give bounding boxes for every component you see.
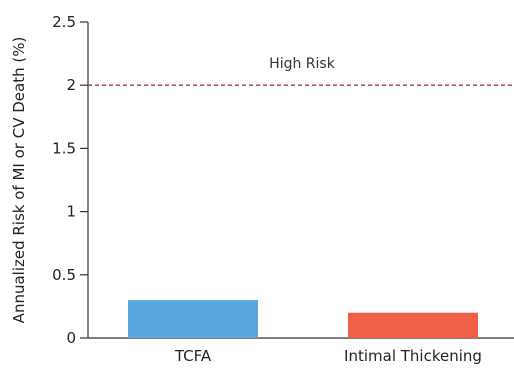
reference-layer: High Risk (88, 56, 514, 86)
y-ticks-layer: 0 0.5 1 1.5 2 2.5 (52, 13, 88, 347)
y-tick-label: 0.5 (52, 266, 76, 284)
high-risk-label: High Risk (269, 56, 336, 72)
y-tick-label: 1 (66, 203, 76, 221)
bar-tcfa (128, 300, 258, 338)
y-axis-label: Annualized Risk of MI or CV Death (%) (10, 37, 28, 324)
x-labels-layer: TCFA Intimal Thickening (174, 347, 482, 365)
bar-intimal-thickening (348, 312, 478, 338)
y-tick-label: 2 (66, 76, 76, 94)
y-tick-label: 2.5 (52, 13, 76, 31)
bars-layer (128, 300, 478, 338)
x-category-label: Intimal Thickening (344, 347, 482, 365)
y-tick-label: 1.5 (52, 139, 76, 157)
y-tick-label: 0 (66, 329, 76, 347)
x-category-label: TCFA (174, 347, 212, 365)
